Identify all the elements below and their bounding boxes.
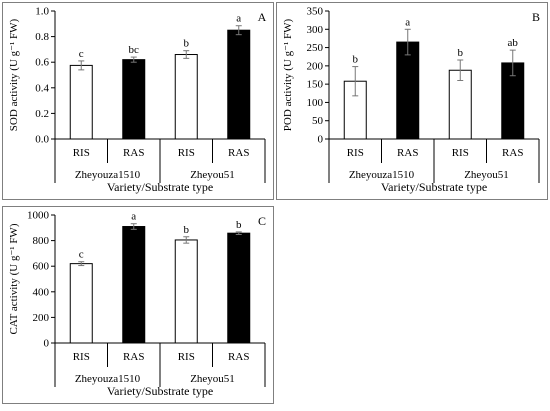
bar	[396, 41, 420, 140]
y-axis-title: SOD activity (U g⁻¹ FW)	[8, 18, 20, 131]
y-tick-label: 0	[44, 338, 50, 350]
x-group-label: Zheyou51	[464, 169, 509, 181]
x-group-label: Zheyouza1510	[349, 169, 415, 181]
y-tick-label: 400	[33, 286, 50, 298]
x-category-label: RIS	[178, 351, 195, 363]
sod-chart: 0.0 0.2 0.4 0.6 0.8 1.0 c RIS bc RAS b RIS a RAS Zheyo…	[8, 6, 267, 195]
x-category-label: RAS	[228, 351, 249, 363]
bar	[122, 226, 146, 344]
significance-letter: b	[184, 38, 190, 50]
y-tick-label: 350	[307, 6, 324, 18]
y-tick-label: 1.0	[35, 6, 49, 18]
y-tick-label: 150	[307, 79, 324, 91]
y-tick-label: 0	[318, 134, 324, 146]
y-tick-label: 600	[33, 261, 50, 273]
y-axis-title: POD activity (U g⁻¹ FW)	[282, 18, 294, 131]
bar	[69, 263, 93, 344]
sod-chart-panel: 0.0 0.2 0.4 0.6 0.8 1.0 c RIS bc RAS b RIS a RAS Zheyo…	[2, 2, 274, 200]
y-tick-label: 200	[307, 60, 324, 72]
significance-letter: b	[458, 47, 464, 59]
cat-chart: 0 200 400 600 800 1000 c RIS a RAS b RIS b RAS Zheyouz…	[8, 210, 266, 399]
x-category-label: RAS	[502, 147, 523, 159]
y-tick-label: 250	[307, 42, 324, 54]
y-tick-label: 0.4	[35, 82, 49, 94]
x-category-label: RAS	[123, 351, 144, 363]
y-tick-label: 0.8	[35, 31, 49, 43]
x-group-label: Zheyouza1510	[75, 373, 141, 385]
x-category-label: RIS	[73, 147, 90, 159]
bar	[122, 59, 146, 140]
bar	[174, 54, 198, 140]
panel-label: C	[258, 214, 266, 228]
bar	[227, 232, 251, 344]
y-tick-label: 50	[312, 115, 324, 127]
x-category-label: RAS	[397, 147, 418, 159]
y-axis-title: CAT activity (U g⁻¹ FW)	[8, 223, 20, 334]
y-tick-label: 0.6	[35, 57, 49, 69]
y-tick-label: 100	[307, 97, 324, 109]
significance-letter: c	[79, 48, 84, 60]
y-tick-label: 300	[307, 24, 324, 36]
y-tick-label: 1000	[27, 210, 50, 222]
y-tick-label: 0.0	[35, 134, 49, 146]
significance-letter: c	[79, 249, 84, 261]
significance-letter: bc	[129, 44, 140, 56]
x-category-label: RAS	[228, 147, 249, 159]
panel-label: A	[258, 10, 267, 24]
bar	[227, 29, 251, 140]
pod-chart: 0 50 100 150 200 250 300 350 b RIS a RAS b RIS ab RAS Zh…	[282, 6, 540, 195]
y-tick-label: 0.2	[35, 108, 49, 120]
x-group-label: Zheyouza1510	[75, 169, 141, 181]
x-category-label: RIS	[73, 351, 90, 363]
x-category-label: RIS	[178, 147, 195, 159]
significance-letter: b	[236, 219, 242, 231]
significance-letter: ab	[508, 37, 519, 49]
x-category-label: RAS	[123, 147, 144, 159]
bar	[174, 239, 198, 344]
cat-chart-panel: 0 200 400 600 800 1000 c RIS a RAS b RIS b RAS Zheyouz…	[2, 206, 274, 404]
x-category-label: RIS	[452, 147, 469, 159]
y-tick-label: 200	[33, 312, 50, 324]
x-group-label: Zheyou51	[190, 373, 235, 385]
y-tick-label: 800	[33, 235, 50, 247]
panel-label: B	[532, 10, 540, 24]
significance-letter: b	[184, 224, 190, 236]
significance-letter: a	[236, 13, 241, 25]
bar	[69, 64, 93, 140]
pod-chart-panel: 0 50 100 150 200 250 300 350 b RIS a RAS b RIS ab RAS Zh…	[276, 2, 548, 200]
significance-letter: b	[353, 54, 359, 66]
x-group-label: Zheyou51	[190, 169, 235, 181]
x-axis-title: Variety/Substrate type	[107, 384, 213, 398]
x-category-label: RIS	[347, 147, 364, 159]
significance-letter: a	[405, 16, 410, 28]
significance-letter: a	[131, 211, 136, 223]
x-axis-title: Variety/Substrate type	[107, 180, 213, 194]
x-axis-title: Variety/Substrate type	[381, 180, 487, 194]
